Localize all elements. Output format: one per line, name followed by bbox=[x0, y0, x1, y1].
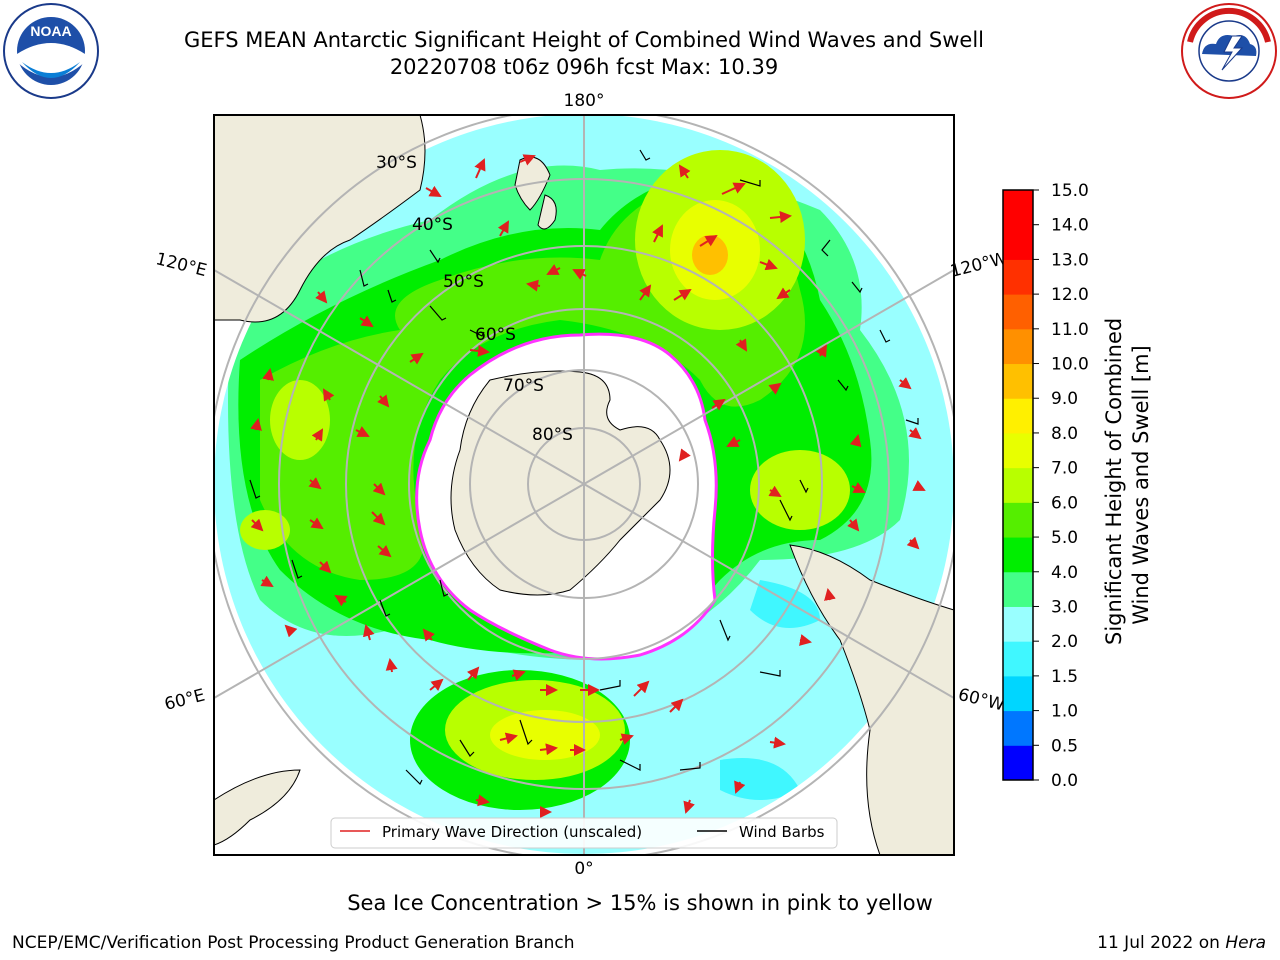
run-date: 11 Jul 2022 on Hera bbox=[1097, 933, 1266, 953]
lat-label-60s: 60°S bbox=[475, 325, 516, 345]
lon-label-60e: 60°E bbox=[163, 686, 207, 715]
lat-label-70s: 70°S bbox=[503, 376, 544, 396]
colorbar-segment bbox=[1003, 537, 1033, 573]
colorbar-tick-label: 5.0 bbox=[1051, 528, 1078, 548]
colorbar-tick-label: 0.5 bbox=[1051, 736, 1078, 756]
colorbar-frame bbox=[1002, 189, 1034, 781]
colorbar-title-line1: Significant Height of Combined bbox=[1102, 317, 1126, 645]
colorbar-segment bbox=[1003, 363, 1033, 399]
colorbar-title: Significant Height of Combined Wind Wave… bbox=[1101, 317, 1155, 645]
latitude-labels: 30°S 40°S 50°S 60°S 70°S 80°S bbox=[376, 153, 573, 445]
colorbar-segment bbox=[1003, 190, 1033, 226]
colorbar-tick-label: 0.0 bbox=[1051, 771, 1078, 791]
colorbar-segment bbox=[1003, 328, 1033, 365]
lat-label-50s: 50°S bbox=[443, 272, 484, 292]
colorbar-segment bbox=[1003, 710, 1033, 746]
lon-label-120e: 120°E bbox=[154, 249, 209, 281]
colorbar-tick-label: 1.0 bbox=[1051, 702, 1078, 722]
lon-label-120w: 120°W bbox=[948, 248, 1009, 281]
run-system: Hera bbox=[1225, 933, 1266, 953]
colorbar-tick-label: 1.5 bbox=[1051, 667, 1078, 687]
legend-wave-label: Primary Wave Direction (unscaled) bbox=[382, 823, 642, 841]
map-legend: Primary Wave Direction (unscaled) Wind B… bbox=[330, 817, 838, 849]
nws-logo bbox=[1181, 3, 1277, 99]
lat-label-40s: 40°S bbox=[412, 215, 453, 235]
colorbar-tick-label: 4.0 bbox=[1051, 563, 1078, 583]
colorbar-title-line2: Wind Waves and Swell [m] bbox=[1129, 345, 1153, 625]
colorbar-tick-label: 14.0 bbox=[1051, 216, 1089, 236]
colorbar-tick-label: 10.0 bbox=[1051, 355, 1089, 375]
colorbar-segment bbox=[1003, 571, 1033, 607]
colorbar-tick-label: 8.0 bbox=[1051, 424, 1078, 444]
lat-label-80s: 80°S bbox=[532, 425, 573, 445]
colorbar-tick-label: 2.0 bbox=[1051, 632, 1078, 652]
land-masses bbox=[214, 115, 954, 855]
colorbar-tick-label: 12.0 bbox=[1051, 285, 1089, 305]
sea-ice-note: Sea Ice Concentration > 15% is shown in … bbox=[347, 891, 933, 915]
colorbar-segment bbox=[1003, 467, 1033, 503]
wind-barbs bbox=[249, 149, 919, 786]
colorbar-segment bbox=[1003, 502, 1033, 538]
colorbar-segment bbox=[1003, 294, 1033, 330]
colorbar-segment bbox=[1003, 675, 1033, 712]
graticule bbox=[214, 115, 954, 855]
legend-barb-label: Wind Barbs bbox=[739, 823, 825, 841]
lon-label-0: 0° bbox=[574, 859, 593, 879]
lat-label-30s: 30°S bbox=[376, 153, 417, 173]
noaa-logo-text: NOAA bbox=[30, 23, 71, 39]
colorbar-segment bbox=[1003, 641, 1033, 677]
colorbar-tick-label: 15.0 bbox=[1051, 181, 1089, 201]
forecast-subtitle: 20220708 t06z 096h fcst Max: 10.39 bbox=[389, 55, 779, 79]
credit-line: NCEP/EMC/Verification Post Processing Pr… bbox=[12, 933, 575, 953]
wave-direction-arrows bbox=[250, 154, 926, 818]
map-frame bbox=[213, 114, 955, 856]
antarctica bbox=[450, 370, 671, 596]
colorbar-tick-label: 6.0 bbox=[1051, 493, 1078, 513]
noaa-logo: NOAA bbox=[3, 3, 99, 99]
colorbar-segment bbox=[1003, 606, 1033, 642]
colorbar-segment bbox=[1003, 259, 1033, 295]
run-date-text: 11 Jul 2022 on bbox=[1097, 933, 1220, 953]
colorbar-tick-label: 7.0 bbox=[1051, 459, 1078, 479]
colorbar-segment bbox=[1003, 398, 1033, 434]
colorbar-tick-label: 13.0 bbox=[1051, 250, 1089, 270]
colorbar: 0.0 0.5 1.0 1.5 2.0 3.0 4.0 5.0 6.0 7.0 8.0 9.0 10.0… bbox=[1002, 181, 1089, 791]
page-title: GEFS MEAN Antarctic Significant Height o… bbox=[183, 28, 985, 52]
colorbar-segment bbox=[1003, 745, 1033, 781]
colorbar-tick-label: 9.0 bbox=[1051, 389, 1078, 409]
lon-label-60w: 60°W bbox=[956, 685, 1007, 716]
colorbar-segment bbox=[1003, 224, 1033, 260]
colorbar-segment bbox=[1003, 432, 1033, 469]
lon-label-180: 180° bbox=[564, 91, 605, 111]
colorbar-tick-label: 3.0 bbox=[1051, 597, 1078, 617]
colorbar-tick-label: 11.0 bbox=[1051, 320, 1089, 340]
